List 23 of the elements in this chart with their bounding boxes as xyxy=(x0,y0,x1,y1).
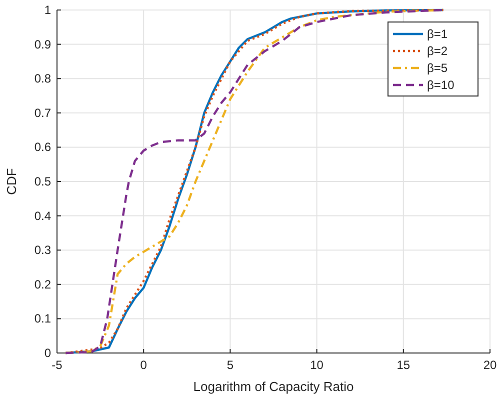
x-tick-label: 5 xyxy=(226,358,234,372)
legend-label: β=2 xyxy=(427,44,448,58)
y-axis-title: CDF xyxy=(4,168,19,195)
y-tick-label: 0.2 xyxy=(34,277,52,292)
legend-label: β=5 xyxy=(427,61,448,75)
x-axis-title: Logarithm of Capacity Ratio xyxy=(193,379,354,394)
y-tick-label: 0.5 xyxy=(34,174,52,188)
y-tick-label: 0.6 xyxy=(34,140,52,154)
y-tick-label: 0.3 xyxy=(34,243,52,258)
y-tick-label: 0.4 xyxy=(34,208,52,223)
y-tick-label: 1 xyxy=(44,3,52,17)
y-tick-label: 0.1 xyxy=(34,312,52,326)
x-tick-label: 10 xyxy=(310,358,324,372)
x-tick-label: 0 xyxy=(140,358,148,372)
legend-label: β=1 xyxy=(427,27,448,41)
y-tick-label: 0.7 xyxy=(34,106,52,120)
x-tick-label: 20 xyxy=(483,358,497,372)
legend-label: β=10 xyxy=(427,78,455,92)
y-tick-label: 0.9 xyxy=(34,37,52,52)
y-tick-label: 0.8 xyxy=(34,72,52,86)
y-tick-label: 0 xyxy=(44,346,52,360)
x-tick-label: -5 xyxy=(52,358,63,372)
x-tick-label: 15 xyxy=(396,358,410,372)
